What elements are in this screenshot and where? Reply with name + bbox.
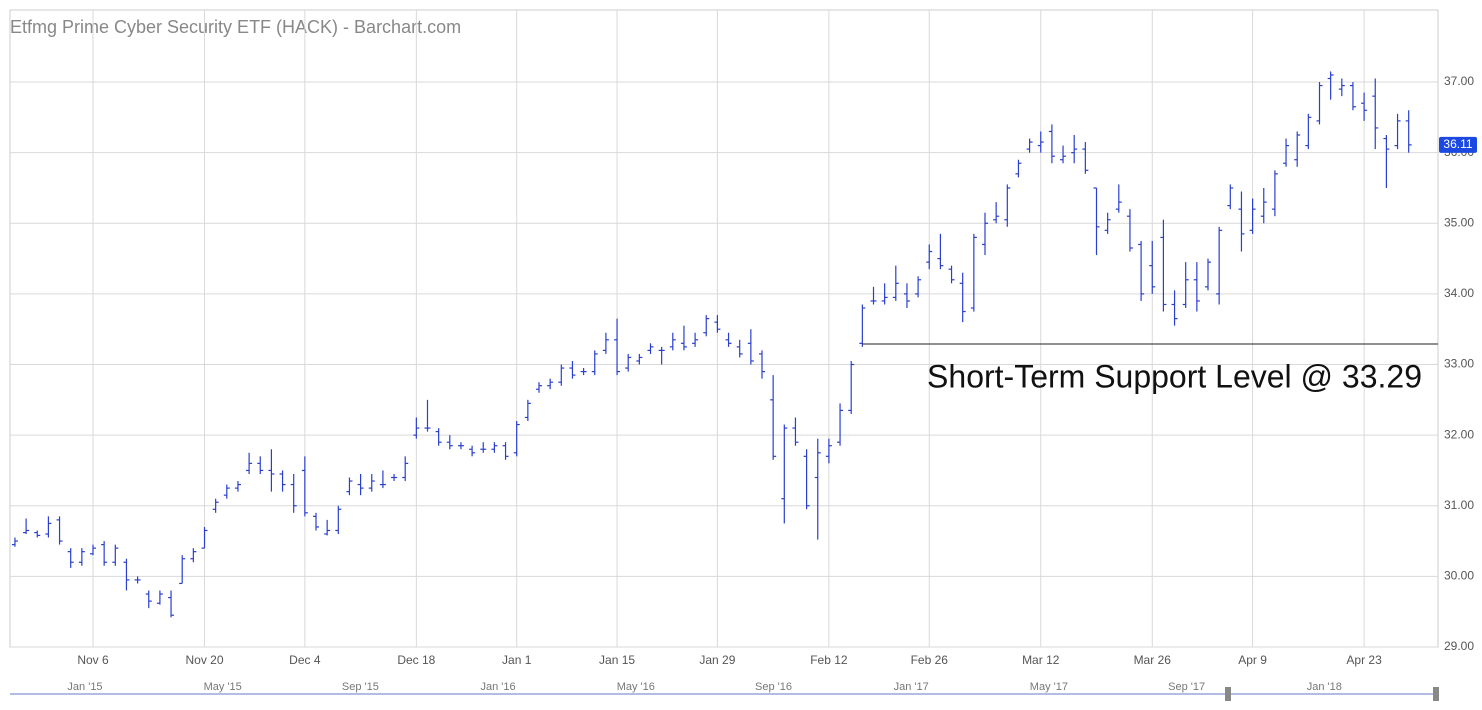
y-tick-label: 32.00	[1444, 427, 1474, 441]
x-tick-label: Jan 1	[502, 653, 532, 667]
navigator-label: Sep '16	[755, 681, 792, 693]
plot-area	[9, 9, 1439, 648]
x-tick-label: Feb 26	[911, 653, 949, 667]
navigator-label: May '15	[204, 681, 242, 693]
navigator-label: Jan '18	[1307, 681, 1342, 693]
x-tick-label: Jan 29	[699, 653, 735, 667]
x-tick-label: Mar 26	[1134, 653, 1172, 667]
y-tick-label: 35.00	[1444, 215, 1474, 229]
navigator-handle[interactable]	[1433, 687, 1439, 701]
x-tick-label: Nov 20	[185, 653, 223, 667]
y-tick-label: 29.00	[1444, 639, 1474, 653]
navigator-label: Jan '15	[67, 681, 102, 693]
navigator-label: May '17	[1030, 681, 1068, 693]
x-tick-label: Nov 6	[77, 653, 109, 667]
x-tick-label: Apr 23	[1346, 653, 1382, 667]
navigator-label: May '16	[617, 681, 655, 693]
support-label: Short-Term Support Level @ 33.29	[927, 358, 1422, 394]
last-price-badge	[1439, 136, 1477, 153]
y-tick-label: 30.00	[1444, 569, 1474, 583]
y-tick-label: 33.00	[1444, 357, 1474, 371]
y-tick-label: 31.00	[1444, 498, 1474, 512]
x-tick-label: Dec 4	[289, 653, 321, 667]
navigator-label: Jan '16	[481, 681, 516, 693]
navigator-label: Jan '17	[894, 681, 929, 693]
x-tick-label: Dec 18	[397, 653, 435, 667]
y-tick-label: 34.00	[1444, 286, 1474, 300]
x-tick-label: Feb 12	[810, 653, 848, 667]
last-price-label: 36.11	[1443, 137, 1472, 151]
y-tick-label: 37.00	[1444, 74, 1474, 88]
x-tick-label: Mar 12	[1022, 653, 1060, 667]
chart-title: Etfmg Prime Cyber Security ETF (HACK) - …	[10, 17, 461, 37]
x-tick-label: Jan 15	[599, 653, 635, 667]
x-tick-label: Apr 9	[1238, 653, 1267, 667]
navigator-handle[interactable]	[1225, 687, 1231, 701]
navigator-label: Sep '17	[1168, 681, 1205, 693]
navigator-label: Sep '15	[342, 681, 379, 693]
